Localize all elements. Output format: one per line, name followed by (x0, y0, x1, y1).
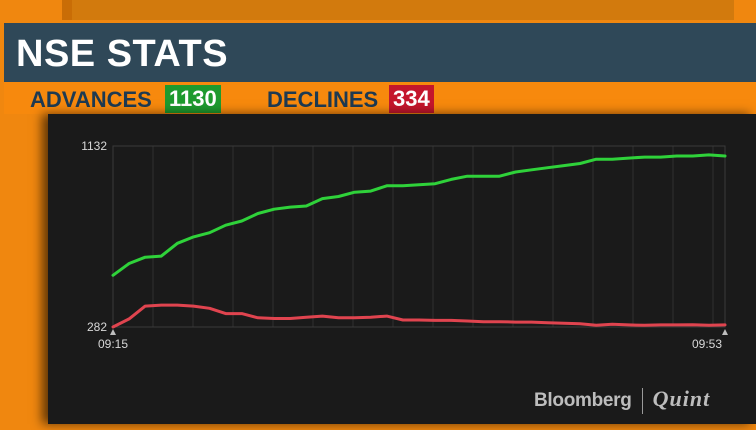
declines-value: 334 (389, 85, 434, 113)
brand-primary: Bloomberg (534, 390, 632, 411)
plot-frame (112, 145, 726, 328)
line-chart: 1132 282 09:15 09:53 (81, 139, 728, 351)
bottom-orange-strip (0, 424, 756, 430)
top-strip (0, 0, 756, 20)
chart-panel: 1132 282 09:15 09:53 (48, 114, 756, 424)
x-tick-label-end: 09:53 (692, 337, 722, 351)
stats-bar: ADVANCES 1130 DECLINES 334 (4, 82, 756, 114)
x-axis-marker-start (110, 329, 116, 335)
y-tick-label-min: 282 (87, 320, 107, 334)
y-tick-label-max: 1132 (81, 139, 107, 153)
advances-series-line (111, 153, 727, 277)
advances-label: ADVANCES (30, 87, 152, 112)
brand-divider (641, 387, 643, 414)
brand-logo: Bloomberg Quint (534, 386, 710, 414)
x-axis-marker-end (722, 329, 728, 335)
x-tick-label-start: 09:15 (98, 337, 128, 351)
page-title: NSE STATS (16, 33, 229, 75)
brand-secondary: Quint (652, 386, 711, 411)
advances-value: 1130 (165, 85, 221, 113)
declines-label: DECLINES (267, 87, 379, 112)
title-bar: NSE STATS (4, 20, 756, 85)
declines-series-line (111, 303, 727, 329)
